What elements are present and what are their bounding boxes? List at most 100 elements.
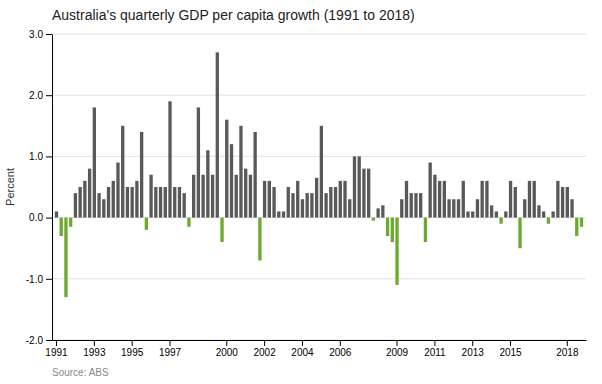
bar [471, 211, 474, 217]
bar [69, 218, 72, 227]
x-tick-label: 2011 [424, 347, 446, 358]
bar [107, 187, 110, 218]
bar [551, 211, 554, 217]
bar [149, 175, 152, 218]
y-tick-mark [46, 34, 52, 35]
bar [140, 132, 143, 218]
x-tick-label: 2015 [499, 347, 522, 358]
bar [88, 169, 91, 218]
bar [235, 175, 238, 218]
bar [452, 199, 455, 217]
bar [405, 181, 408, 218]
bar [244, 169, 247, 218]
bar [201, 175, 204, 218]
y-tick-mark [46, 95, 52, 96]
bar [528, 181, 531, 218]
bar [102, 199, 105, 217]
bar [183, 193, 186, 217]
bar [60, 218, 63, 236]
grid-line [52, 34, 586, 35]
y-label: Percent [4, 168, 16, 206]
bar [178, 187, 181, 218]
y-tick-mark [46, 340, 52, 341]
bar [537, 205, 540, 217]
bar [320, 126, 323, 218]
x-tick: 2004 [291, 340, 314, 358]
bar [121, 126, 124, 218]
bar [495, 211, 498, 217]
x-tick: 1991 [45, 340, 68, 358]
x-tick-mark [94, 340, 95, 346]
bar [159, 187, 162, 218]
bar [556, 181, 559, 218]
bar [164, 187, 167, 218]
bar [457, 199, 460, 217]
bar [514, 187, 517, 218]
bar [391, 218, 394, 242]
x-tick: 2011 [424, 340, 446, 358]
bar [329, 187, 332, 218]
bar [476, 199, 479, 217]
grid-line [52, 95, 586, 96]
bar [216, 52, 219, 217]
bar [443, 181, 446, 218]
y-tick-label: 2.0 [29, 90, 43, 101]
bar [533, 181, 536, 218]
x-tick-label: 2013 [462, 347, 485, 358]
title: Australia's quarterly GDP per capita gro… [52, 7, 415, 23]
y-tick-label: 0.0 [29, 212, 43, 223]
bar [282, 211, 285, 217]
bar [490, 205, 493, 217]
bars [55, 52, 583, 297]
y-tick-mark [46, 279, 52, 280]
y-tick-mark [46, 156, 52, 157]
bar [74, 193, 77, 217]
bar [381, 205, 384, 217]
bar [258, 218, 261, 261]
x-tick-mark [226, 340, 227, 346]
y-tick: 1.0 [29, 151, 52, 162]
x-tick-label: 1991 [45, 347, 68, 358]
plot: -2.0-1.00.01.02.03.019911993199519972000… [26, 29, 587, 358]
y-tick: 2.0 [29, 90, 52, 101]
bar [424, 218, 427, 242]
x-axis: 1991199319951997200020022004200620092011… [45, 340, 586, 358]
bar [400, 199, 403, 217]
bar [376, 208, 379, 217]
chart: -2.0-1.00.01.02.03.019911993199519972000… [0, 0, 602, 384]
bar [268, 181, 271, 218]
bar [277, 211, 280, 217]
bar [372, 218, 375, 221]
bar [353, 156, 356, 217]
bar [306, 193, 309, 217]
bar [433, 175, 436, 218]
x-tick-label: 1995 [121, 347, 144, 358]
y-tick: -2.0 [26, 335, 52, 346]
x-tick-label: 2006 [329, 347, 352, 358]
bar [410, 193, 413, 217]
bar [310, 193, 313, 217]
bar [481, 181, 484, 218]
bar [55, 211, 58, 217]
bar [348, 199, 351, 217]
bar [419, 193, 422, 217]
y-tick-label: 3.0 [29, 29, 43, 40]
bar [566, 187, 569, 218]
x-tick-mark [170, 340, 171, 346]
x-tick-mark [56, 340, 57, 346]
bar [523, 199, 526, 217]
bar [339, 181, 342, 218]
bar [197, 107, 200, 217]
bar [504, 211, 507, 217]
y-tick: 3.0 [29, 29, 52, 40]
bar [547, 218, 550, 224]
x-tick-mark [510, 340, 511, 346]
bar [97, 193, 100, 217]
bar [131, 187, 134, 218]
bar [428, 163, 431, 218]
bar [173, 187, 176, 218]
x-tick: 2018 [556, 340, 579, 358]
x-tick-mark [567, 340, 568, 346]
bar [93, 107, 96, 217]
bar [145, 218, 148, 230]
